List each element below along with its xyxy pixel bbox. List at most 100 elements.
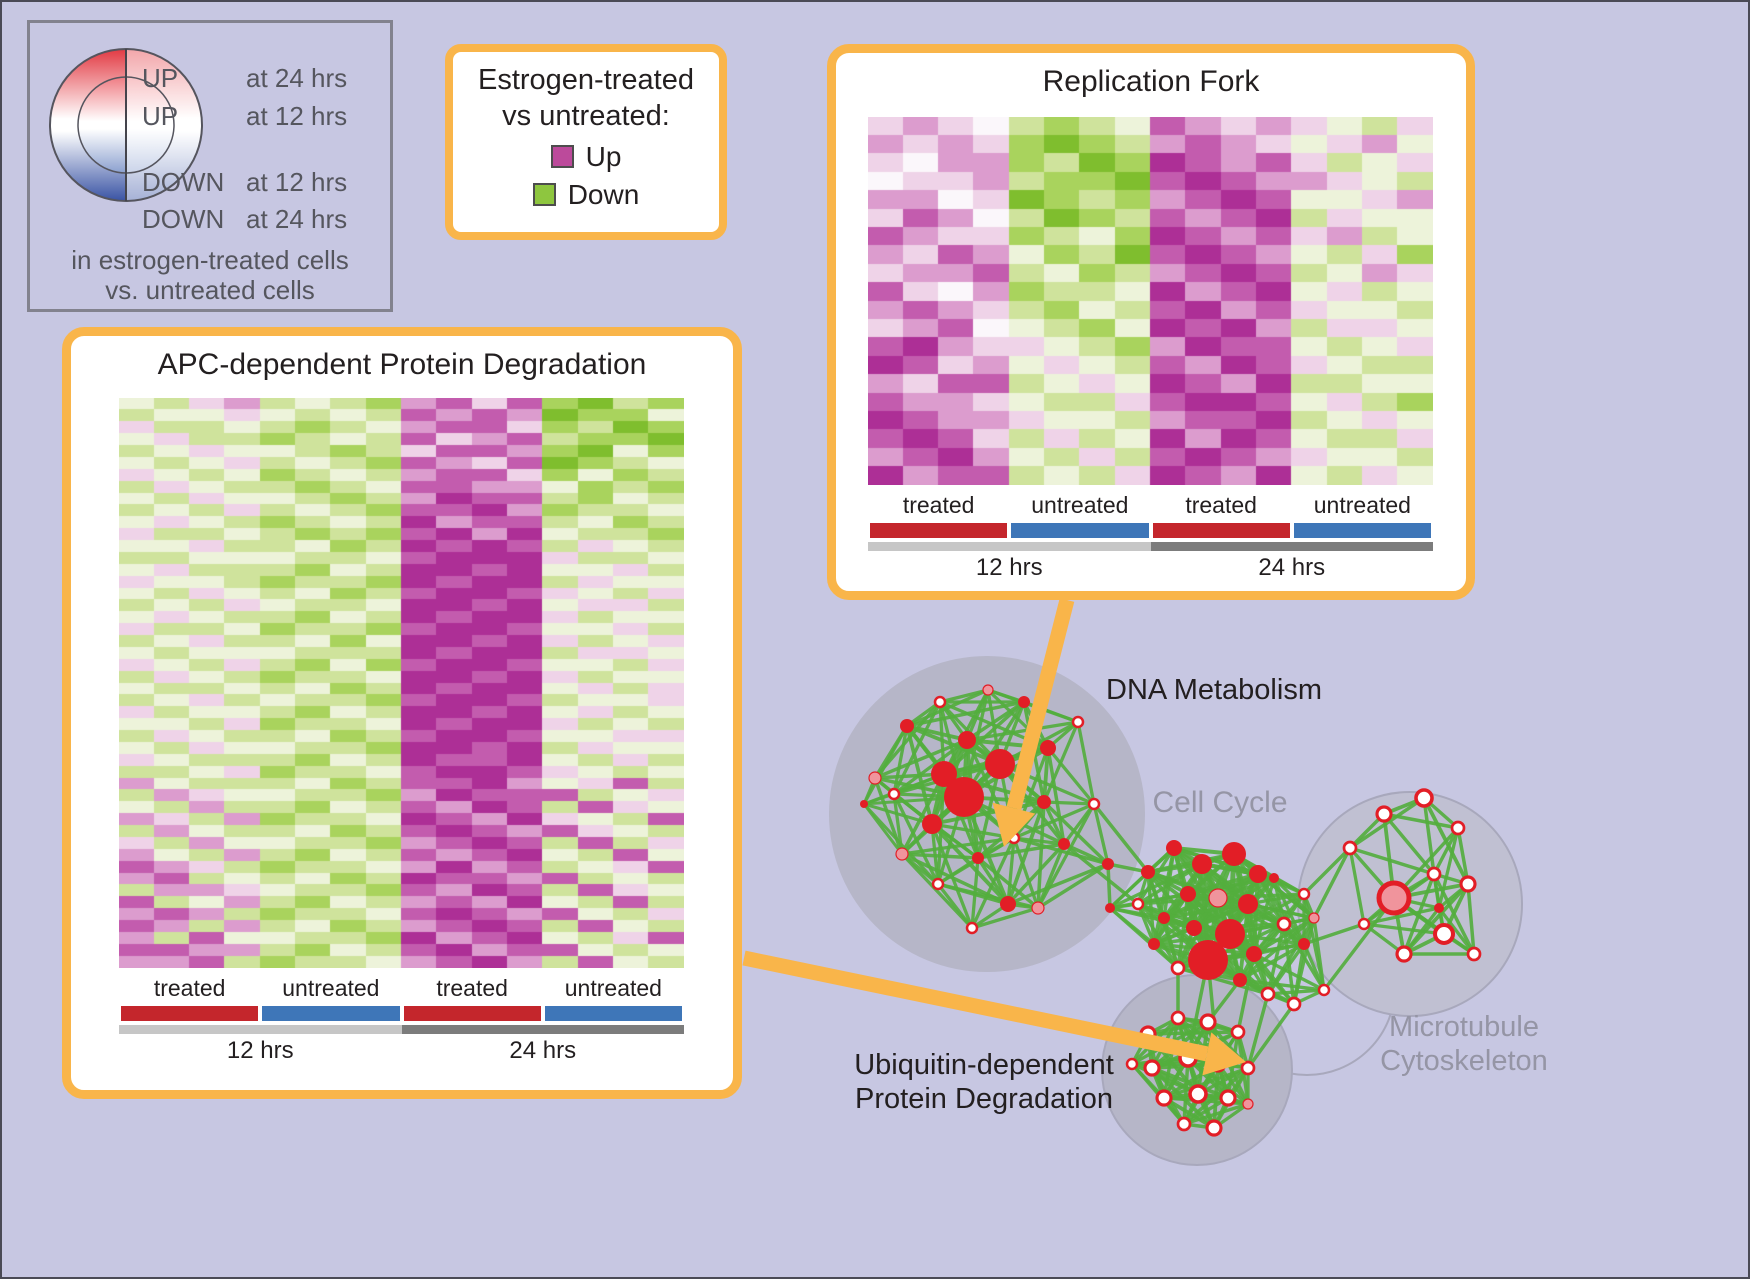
network-node-ring — [1188, 1084, 1208, 1104]
network-edge — [1199, 861, 1261, 877]
network-edge — [1206, 958, 1270, 996]
network-edge — [1282, 892, 1306, 926]
network-edge — [1272, 876, 1306, 896]
network-node-ring — [887, 787, 901, 801]
network-edge — [1212, 1062, 1220, 1130]
network-edge — [1192, 852, 1236, 930]
network-edge — [1282, 922, 1306, 946]
network-edge — [900, 772, 946, 856]
network-edge — [1231, 851, 1251, 907]
network-edge — [929, 761, 1003, 827]
network-edge — [936, 882, 974, 930]
time-label: 24 hrs — [509, 1037, 577, 1065]
network-edge — [1006, 862, 1110, 906]
network-label-ubiquitin-line2: Protein Degradation — [855, 1083, 1113, 1115]
network-edge — [892, 792, 966, 799]
network-edge — [1146, 852, 1236, 874]
network-edge — [1432, 826, 1460, 876]
network-edge — [900, 836, 1016, 856]
network-edge — [1146, 1030, 1240, 1036]
network-node-ring — [1125, 1057, 1139, 1071]
network-edge — [1146, 870, 1220, 900]
network-edge — [905, 724, 969, 742]
network-edge — [998, 720, 1080, 766]
network-edge — [929, 794, 967, 827]
condition-label: treated — [153, 975, 226, 1001]
network-label-microtubule-line2: Cytoskeleton — [1380, 1045, 1548, 1077]
network-edge — [1062, 842, 1140, 906]
network-edge — [1176, 1016, 1200, 1096]
network-node-ring — [1286, 996, 1302, 1012]
network-edge — [1150, 1016, 1180, 1070]
network-edge — [1176, 1016, 1220, 1066]
network-edge — [929, 737, 970, 827]
network-edge — [998, 762, 1096, 806]
replication-fork-title: Replication Fork — [1042, 65, 1260, 98]
network-edge — [1205, 871, 1261, 963]
network-edge — [1172, 846, 1276, 880]
network-edge — [1246, 892, 1306, 906]
network-edge — [1302, 922, 1366, 946]
network-edge — [1162, 1096, 1216, 1130]
network-node-ring — [1459, 875, 1477, 893]
network-edge — [1362, 906, 1441, 926]
network-edge — [961, 761, 1003, 800]
network-edge — [1108, 892, 1190, 910]
network-edge — [1130, 1020, 1210, 1066]
network-node-filled — [1141, 865, 1155, 879]
network-edge — [1238, 952, 1256, 982]
network-edge — [1252, 952, 1270, 996]
network-edge — [1292, 988, 1326, 1006]
network-edge — [1186, 1056, 1200, 1096]
network-node-ring — [1176, 1116, 1192, 1132]
network-edge — [1146, 1032, 1154, 1070]
network-edge — [1012, 746, 1050, 840]
network-edge — [1152, 896, 1220, 946]
network-edge — [1362, 922, 1446, 936]
network-edge — [873, 724, 909, 780]
condition-bar-segment — [1011, 523, 1149, 539]
network-node-filled — [1188, 940, 1228, 980]
network-edge — [1150, 1056, 1190, 1070]
network-edge — [1422, 796, 1470, 886]
network-edge — [1200, 862, 1286, 926]
network-edge — [1186, 852, 1236, 896]
network-edge — [1162, 892, 1190, 920]
network-edge — [1206, 958, 1242, 982]
network-edge — [1006, 836, 1016, 906]
network-edge — [1186, 1056, 1250, 1106]
network-edge — [1266, 992, 1296, 1006]
network-edge — [1150, 1020, 1210, 1070]
network-edge — [1136, 896, 1220, 906]
network-edge — [1196, 1062, 1220, 1096]
network-node-filled — [1298, 938, 1310, 950]
time-label: 12 hrs — [226, 1037, 294, 1065]
network-edge — [1392, 896, 1406, 956]
network-edge — [1252, 892, 1306, 956]
network-edge — [938, 700, 946, 776]
network-node-ring — [1426, 866, 1442, 882]
network-edge — [942, 700, 1026, 776]
network-edge — [962, 795, 1066, 846]
network-node-filled — [1040, 740, 1056, 756]
network-edge — [1176, 966, 1242, 982]
network-node-ring — [1071, 715, 1085, 729]
network-edge — [1232, 852, 1316, 920]
apc-degradation-title: APC-dependent Protein Degradation — [157, 348, 647, 381]
network-edge — [1228, 932, 1256, 956]
network-edge — [1046, 746, 1096, 806]
network-edge — [936, 795, 966, 886]
network-edge — [905, 724, 966, 799]
network-node-filled — [900, 719, 914, 733]
network-edge — [1182, 1122, 1216, 1130]
condition-label: untreated — [1031, 492, 1129, 518]
network-edge — [1348, 796, 1426, 850]
network-edge — [892, 772, 946, 796]
network-edge — [1199, 861, 1251, 907]
network-edge — [1302, 892, 1326, 992]
network-edge — [970, 902, 1010, 930]
network-node-ring — [1209, 1055, 1227, 1073]
network-edge — [892, 700, 942, 796]
network-node-ring — [1357, 917, 1371, 931]
ring-legend-row: UP at 24 hrs — [142, 65, 382, 91]
